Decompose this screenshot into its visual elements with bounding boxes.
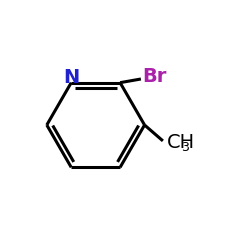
Text: 3: 3: [181, 141, 188, 154]
Text: CH: CH: [166, 133, 195, 152]
Text: N: N: [63, 68, 79, 87]
Text: Br: Br: [142, 67, 167, 86]
